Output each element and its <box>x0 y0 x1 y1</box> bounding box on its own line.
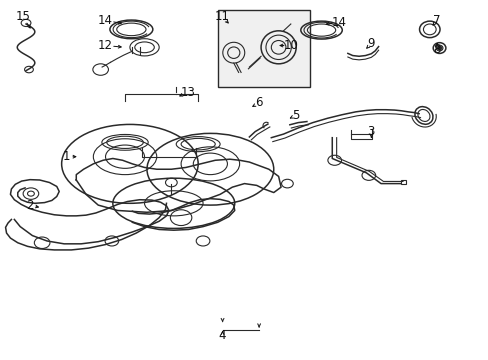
Text: 4: 4 <box>218 329 226 342</box>
Text: 12: 12 <box>98 39 113 52</box>
Text: 9: 9 <box>367 37 374 50</box>
Text: 10: 10 <box>283 39 298 52</box>
Text: 14: 14 <box>98 14 113 27</box>
Text: 8: 8 <box>432 42 440 55</box>
Text: 6: 6 <box>255 96 263 109</box>
Text: 14: 14 <box>331 16 346 29</box>
FancyBboxPatch shape <box>217 10 310 87</box>
Text: 1: 1 <box>62 150 70 163</box>
Text: 11: 11 <box>215 10 229 23</box>
Text: 13: 13 <box>181 86 196 99</box>
Text: 7: 7 <box>432 14 440 27</box>
Text: 5: 5 <box>291 109 299 122</box>
Text: 15: 15 <box>15 10 30 23</box>
Circle shape <box>436 46 441 50</box>
Text: 3: 3 <box>367 125 374 138</box>
Text: 2: 2 <box>26 199 34 212</box>
